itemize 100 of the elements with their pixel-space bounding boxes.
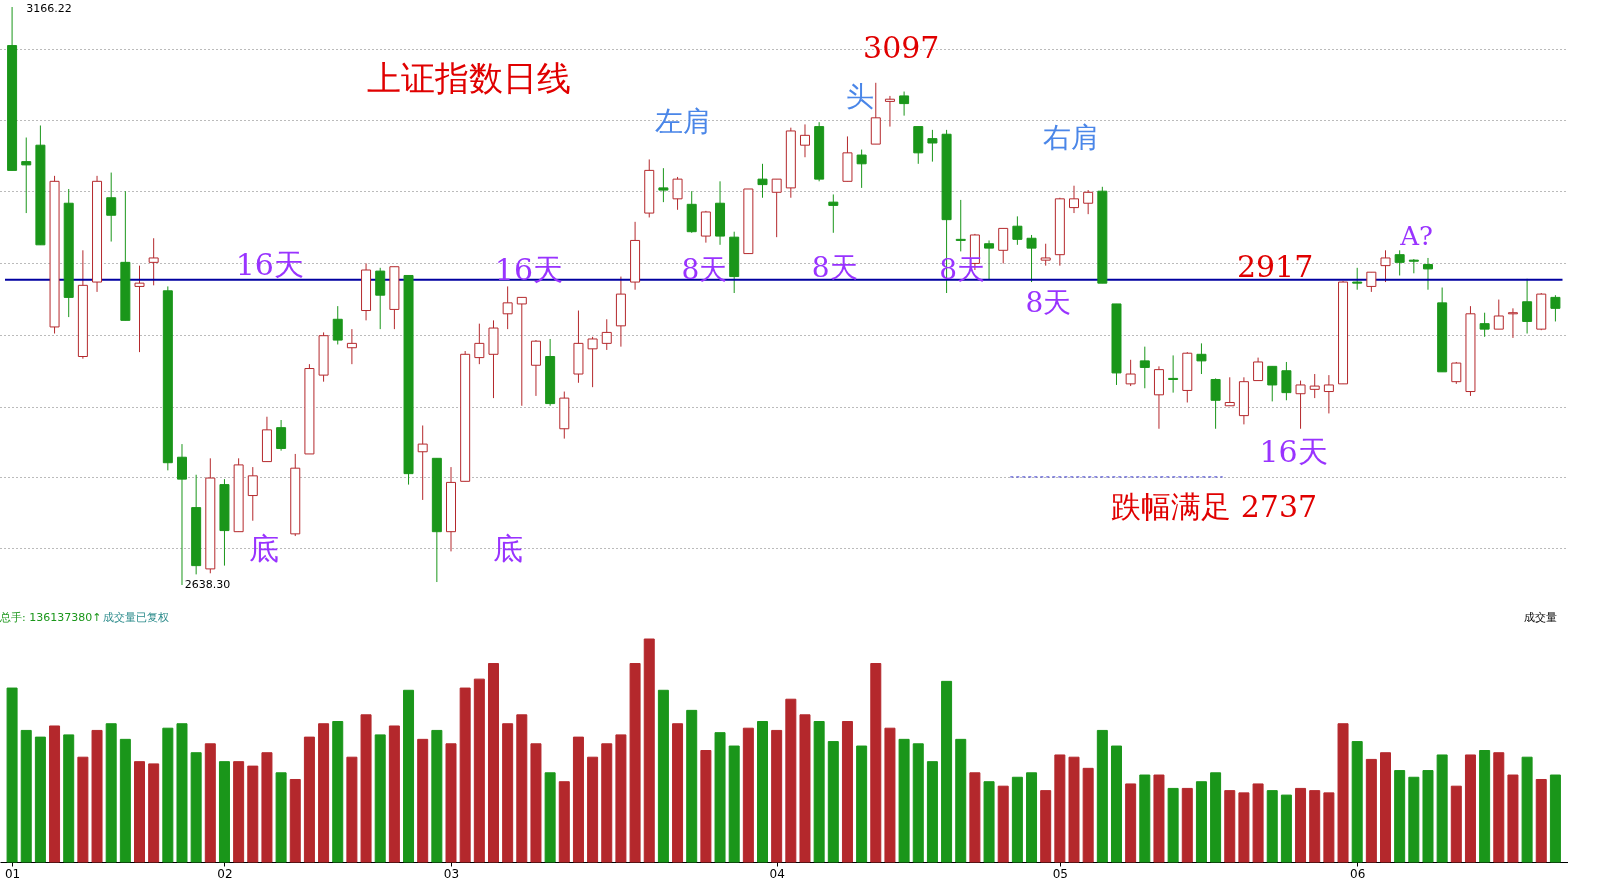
bar — [6, 687, 18, 863]
bar — [672, 723, 684, 863]
bar — [530, 743, 542, 863]
x-tick-label: 06 — [1350, 866, 1366, 881]
bar — [558, 781, 570, 863]
bar — [374, 734, 386, 863]
candlestick — [984, 239, 995, 281]
bar — [1096, 729, 1108, 863]
annotation: 8天 — [1025, 285, 1072, 319]
annotation: 3097 — [863, 29, 940, 65]
bar — [1011, 776, 1023, 863]
bar — [1238, 792, 1250, 863]
bar — [91, 729, 103, 863]
bar — [657, 689, 669, 863]
bar — [360, 714, 372, 863]
bar — [983, 781, 995, 863]
bar — [318, 723, 330, 863]
x-tick-label: 05 — [1052, 866, 1068, 881]
bar — [700, 750, 712, 863]
bar — [1408, 776, 1420, 863]
bar — [1549, 774, 1561, 863]
candlestick — [502, 285, 513, 330]
candlestick — [1210, 377, 1221, 430]
candlestick — [1253, 357, 1264, 382]
bar — [643, 638, 655, 863]
bar — [1167, 787, 1179, 863]
bar — [941, 680, 953, 863]
candlestick — [247, 466, 258, 522]
annotation: 8天 — [681, 253, 728, 287]
bar — [1450, 785, 1462, 863]
bar — [1436, 754, 1448, 863]
bar — [1280, 794, 1292, 863]
bar — [261, 752, 273, 863]
candlestick — [771, 178, 782, 238]
x-tick-label: 02 — [217, 866, 233, 881]
bar — [63, 734, 75, 863]
bar — [77, 756, 89, 863]
annotation: 16天 — [494, 252, 563, 288]
bar — [1181, 787, 1193, 863]
candlestick — [587, 336, 598, 388]
bar — [1493, 752, 1505, 863]
ref-line-label: 跌幅满足 2737 — [1111, 488, 1318, 524]
candlestick — [1012, 215, 1023, 246]
bar — [1507, 774, 1519, 863]
bar — [1082, 767, 1094, 863]
annotation: 16天 — [235, 246, 304, 282]
bar — [1110, 745, 1122, 863]
annotation: 右肩 — [1043, 120, 1100, 154]
candlestick — [276, 419, 287, 452]
bar — [176, 723, 188, 863]
bar — [247, 765, 259, 863]
bar — [417, 738, 429, 863]
bar — [629, 663, 641, 863]
bar — [1210, 772, 1222, 863]
bar — [1153, 774, 1165, 863]
x-tick-label: 04 — [769, 866, 785, 881]
bar — [1252, 783, 1264, 863]
bar — [1351, 741, 1363, 863]
candlestick — [856, 149, 867, 189]
candlestick — [1550, 294, 1561, 322]
candlestick — [516, 296, 527, 407]
bar — [459, 687, 471, 863]
bar — [190, 752, 202, 863]
bar — [997, 785, 1009, 863]
candlestick — [417, 424, 428, 501]
bar — [233, 761, 245, 863]
annotation: 2638.30 — [184, 578, 231, 591]
candlestick — [672, 176, 683, 211]
candlestick — [474, 323, 485, 365]
candlestick — [1394, 249, 1405, 276]
bar — [1521, 756, 1533, 863]
candlestick — [346, 328, 357, 365]
candlestick — [21, 137, 32, 214]
candlestick — [134, 265, 145, 353]
bar — [516, 714, 528, 863]
bar — [162, 727, 174, 863]
candlestick — [1196, 342, 1207, 375]
bar — [955, 738, 967, 863]
x-tick-label: 01 — [4, 866, 21, 881]
candlestick — [1522, 278, 1533, 335]
candlestick — [1083, 189, 1094, 215]
bar — [572, 736, 584, 863]
bar — [1295, 787, 1307, 863]
bar — [587, 756, 599, 863]
bar — [332, 721, 344, 863]
bar — [1323, 792, 1335, 863]
text: 成交量 — [1523, 611, 1557, 624]
bar — [1535, 778, 1547, 863]
bar — [487, 663, 499, 863]
bar — [388, 725, 400, 863]
bar — [771, 729, 783, 863]
bar — [912, 743, 924, 863]
bar — [884, 727, 896, 863]
bar — [1125, 783, 1137, 863]
candlestick — [884, 95, 895, 128]
bar — [289, 778, 301, 863]
bar — [204, 743, 216, 863]
candlestick — [601, 318, 612, 351]
ref-line-label: 2917 — [1236, 248, 1314, 284]
candlestick — [1507, 307, 1518, 339]
